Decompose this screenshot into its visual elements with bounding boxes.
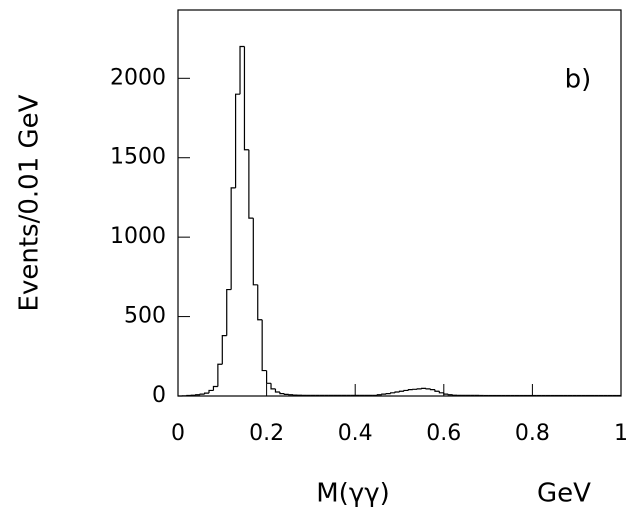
x-tick-label: 0: [171, 421, 185, 446]
x-tick-label: 1: [614, 421, 628, 446]
histogram-bin: [234, 93, 241, 188]
y-axis-label: Events/0.01 GeV: [15, 94, 45, 311]
histogram-bin: [230, 187, 236, 290]
histogram-bin: [283, 393, 289, 396]
y-tick-label: 1500: [110, 145, 166, 170]
y-tick-label: 1000: [110, 224, 166, 249]
annotation: b): [565, 65, 592, 95]
histogram-bin: [226, 288, 232, 336]
histogram-bin: [447, 394, 453, 396]
histogram-bin: [243, 46, 249, 151]
y-tick-label: 0: [152, 383, 166, 408]
histogram-bin: [239, 45, 245, 95]
histogram-bin: [199, 393, 205, 395]
histogram-bin: [208, 389, 214, 394]
plot-frame: [177, 9, 622, 397]
histogram-bin: [261, 319, 267, 372]
histogram-bin: [394, 391, 400, 393]
histogram-bin: [407, 389, 413, 391]
x-axis-label: M(γγ): [316, 479, 390, 509]
histogram-bin: [438, 391, 444, 394]
histogram-bin: [266, 370, 272, 384]
histogram-bin: [257, 284, 263, 321]
histogram-bin: [403, 389, 409, 392]
y-tick-label: 500: [124, 304, 166, 329]
histogram-bin: [221, 335, 227, 365]
histogram-bin: [279, 392, 285, 395]
histogram-bin: [381, 393, 387, 395]
histogram-bin: [443, 392, 449, 395]
histogram-bin: [212, 385, 218, 391]
histogram-bin: [248, 149, 254, 219]
histogram-bin: [398, 390, 404, 393]
histogram-bin: [434, 389, 440, 392]
histogram-bin: [203, 392, 210, 395]
x-tick-label: 0.4: [338, 421, 373, 446]
x-tick-label: 0.2: [249, 421, 284, 446]
x-tick-label: 0.8: [515, 421, 550, 446]
x-tick-label: 0.6: [426, 421, 461, 446]
x-axis-unit: GeV: [537, 479, 591, 509]
histogram-bin: [429, 388, 435, 391]
histogram-bin: [217, 363, 223, 387]
histogram-bin: [252, 218, 258, 286]
y-tick-label: 2000: [110, 65, 166, 90]
histogram-bin: [390, 392, 396, 394]
histogram-bin: [274, 388, 280, 393]
histogram-bin: [270, 383, 276, 390]
histogram-bin: [376, 394, 382, 396]
